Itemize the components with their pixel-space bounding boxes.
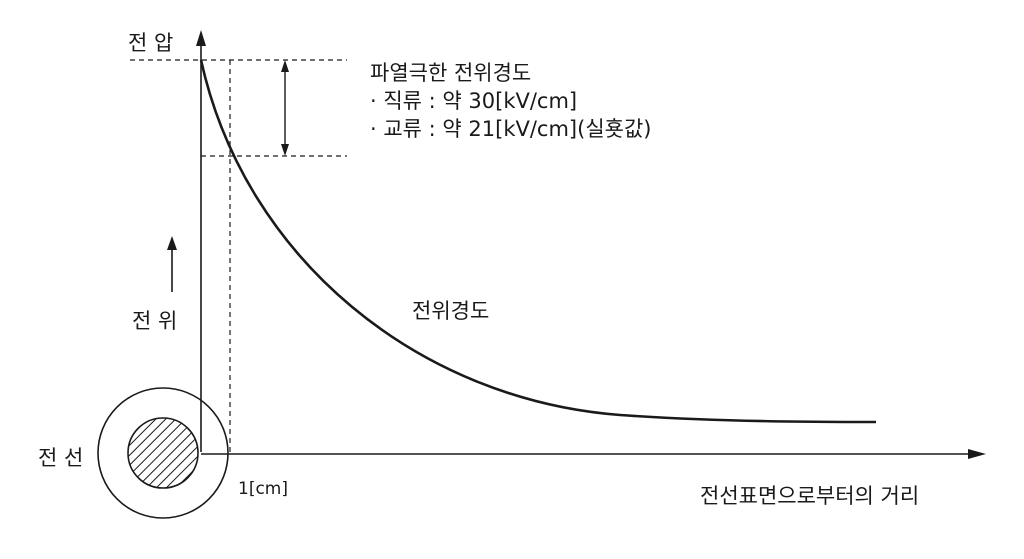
breakdown-span-arrow-top bbox=[281, 60, 289, 72]
breakdown-title: 파열극한 전위경도 bbox=[370, 61, 531, 85]
wire-outer-circle bbox=[97, 387, 229, 519]
potential-label: 전 위 bbox=[132, 309, 177, 333]
breakdown-ac: · 교류 : 약 21[kV/cm](실횻값) bbox=[370, 117, 651, 141]
voltage-axis-label: 전 압 bbox=[128, 31, 173, 55]
breakdown-dc: · 직류 : 약 30[kV/cm] bbox=[370, 89, 577, 113]
voltage-axis-arrowhead bbox=[196, 30, 206, 46]
wire-conductor-hatched bbox=[127, 417, 199, 489]
potential-arrow-head bbox=[167, 236, 177, 250]
distance-axis-arrowhead bbox=[968, 449, 986, 459]
breakdown-span-arrow-bottom bbox=[281, 144, 289, 156]
wire-label: 전 선 bbox=[38, 446, 83, 470]
potential-gradient-curve bbox=[199, 59, 877, 424]
distance-axis-label: 전선표면으로부터의 거리 bbox=[700, 484, 919, 508]
curve-label: 전위경도 bbox=[412, 299, 489, 323]
one-cm-label: 1[cm] bbox=[238, 479, 288, 499]
